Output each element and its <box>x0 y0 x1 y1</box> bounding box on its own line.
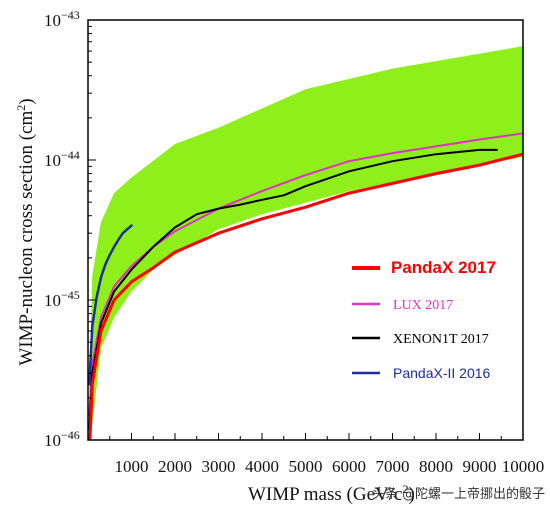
y-axis: 10−43 10−44 10−45 10−46 <box>44 8 96 450</box>
y-tick-label: 10−46 <box>44 428 80 450</box>
x-axis: 1000 2000 3000 4000 5000 6000 7000 8000 9000 1000… <box>109 433 545 476</box>
legend-label: LUX 2017 <box>393 298 453 313</box>
legend-label: XENON1T 2017 <box>393 332 489 347</box>
y-tick-label: 10−44 <box>44 148 80 170</box>
y-axis-title: WIMP-nucleon cross section (cm2) <box>14 98 37 365</box>
x-axis-title: WIMP mass (GeV/c2) <box>248 482 415 505</box>
series-line-xenon1t-2017 <box>88 148 498 430</box>
prediction-band <box>89 46 523 440</box>
series-layer <box>88 132 523 440</box>
series-line-pandax-ii-2016 <box>88 224 133 386</box>
y-tick-label: 10−45 <box>44 288 80 310</box>
y-tick-label: 10−43 <box>44 8 80 30</box>
x-tick-label: 6000 <box>332 457 366 476</box>
legend-label: PandaX 2017 <box>391 258 496 277</box>
legend: PandaX 2017 LUX 2017 XENON1T 2017 PandaX-II… <box>352 258 496 381</box>
x-tick-label: 4000 <box>245 457 279 476</box>
x-tick-label: 3000 <box>202 457 236 476</box>
legend-label: PandaX-II 2016 <box>393 365 491 381</box>
x-tick-label: 10000 <box>502 457 545 476</box>
x-tick-label: 5000 <box>289 457 323 476</box>
x-tick-label: 1000 <box>115 457 149 476</box>
series-line-pandax-2017 <box>88 152 523 440</box>
x-tick-label: 7000 <box>376 457 410 476</box>
watermark: 头条 @陀螺一上帝挪出的骰子 <box>372 486 545 502</box>
x-tick-label: 8000 <box>419 457 453 476</box>
x-tick-label: 9000 <box>463 457 497 476</box>
x-tick-label: 2000 <box>158 457 192 476</box>
prediction-band-layer <box>89 46 523 440</box>
